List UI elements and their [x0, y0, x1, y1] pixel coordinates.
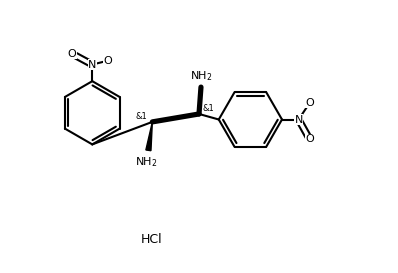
Text: N: N	[295, 114, 303, 124]
Text: &1: &1	[136, 112, 148, 121]
Text: O: O	[67, 49, 76, 58]
Text: &1: &1	[203, 104, 215, 113]
Text: NH$_2$: NH$_2$	[190, 69, 212, 83]
Text: O: O	[305, 134, 314, 144]
Text: O: O	[305, 98, 314, 108]
Text: NH$_2$: NH$_2$	[135, 155, 158, 169]
Text: O: O	[104, 56, 113, 66]
Text: N: N	[88, 60, 96, 70]
Text: HCl: HCl	[141, 233, 162, 246]
Polygon shape	[146, 122, 152, 151]
